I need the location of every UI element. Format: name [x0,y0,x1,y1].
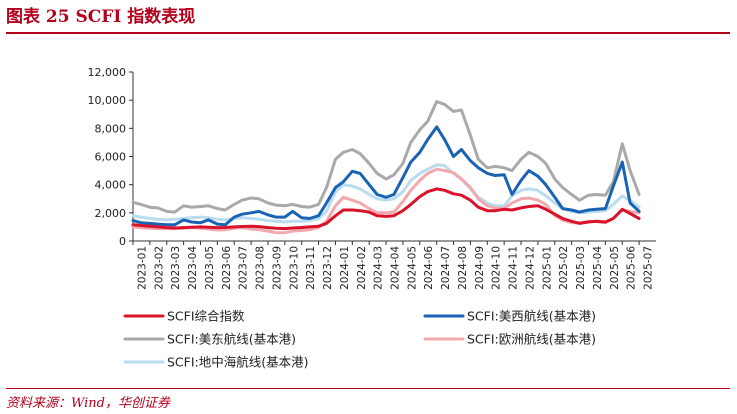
x-tick-label: 2023-10 [288,246,300,290]
y-tick-label: 4,000 [95,179,127,192]
x-tick-label: 2024-02 [356,246,368,290]
x-tick-label: 2025-03 [575,246,587,290]
legend-label: SCFI:美东航线(基本港) [167,332,296,347]
figure-title: 图表 25 SCFI 指数表现 [6,7,196,27]
x-tick-label: 2024-08 [457,246,469,290]
x-tick-label: 2024-04 [390,246,402,290]
series-line-usw [131,125,641,227]
legend-item-med: SCFI:地中海航线(基本港) [123,355,309,370]
x-tick-label: 2025-05 [609,246,621,290]
x-tick-label: 2023-09 [271,246,283,290]
series-lines [131,100,641,235]
series-line-med [131,163,641,224]
legend: SCFI综合指数 SCFI:美西航线(基本港) SCFI:美东航线(基本港) SCFI… [123,309,596,370]
legend-label: SCFI:地中海航线(基本港) [167,355,309,370]
legend-item-eu: SCFI:欧洲航线(基本港) [423,332,596,347]
y-axis: 0 2,000 4,000 6,000 8,000 10,000 12,000 [88,66,134,248]
legend-label: SCFI:欧洲航线(基本港) [467,332,596,347]
legend-label: SCFI:美西航线(基本港) [467,309,596,324]
x-tick-label: 2024-06 [423,246,435,290]
x-tick-label: 2024-01 [339,246,351,290]
series-line-use [131,100,641,214]
series-line-composite [131,187,641,231]
x-tick-label: 2024-11 [508,246,520,290]
x-tick-label: 2025-07 [643,246,655,290]
figure-footer: 资料来源：Wind，华创证券 [6,388,730,411]
x-tick-label: 2023-07 [238,246,250,290]
x-tick-label: 2023-02 [153,246,165,290]
x-tick-label: 2025-02 [558,246,570,290]
x-tick-label: 2023-01 [136,246,148,290]
y-tick-label: 8,000 [95,122,127,135]
y-tick-label: 12,000 [88,66,127,79]
x-tick-label: 2024-12 [524,246,536,290]
x-tick-label: 2023-12 [322,246,334,290]
y-tick-label: 6,000 [95,151,127,164]
legend-item-usw: SCFI:美西航线(基本港) [423,309,596,324]
y-tick-label: 2,000 [95,207,127,220]
x-tick-label: 2024-07 [440,246,452,290]
y-tick-label: 10,000 [88,94,127,107]
x-tick-label: 2023-05 [204,246,216,290]
legend-label: SCFI综合指数 [167,309,245,324]
y-tick-label: 0 [119,235,126,248]
x-axis: 2023-01 2023-02 2023-03 2023-04 2023-05 2023-… [132,240,656,290]
source-note: 资料来源：Wind，华创证券 [6,396,170,411]
x-tick-label: 2025-01 [541,246,553,290]
legend-item-use: SCFI:美东航线(基本港) [123,332,296,347]
x-tick-label: 2024-05 [406,246,418,290]
x-tick-label: 2025-04 [592,246,604,290]
x-tick-label: 2023-06 [221,246,233,290]
x-tick-label: 2024-03 [373,246,385,290]
x-tick-label: 2023-04 [187,246,199,290]
x-tick-label: 2023-11 [305,246,317,290]
x-tick-label: 2023-08 [255,246,267,290]
x-tick-label: 2023-03 [170,246,182,290]
legend-item-composite: SCFI综合指数 [123,309,245,324]
x-tick-label: 2025-06 [626,246,638,290]
x-tick-label: 2024-10 [491,246,503,290]
figure-header: 图表 25 SCFI 指数表现 [6,6,730,34]
x-tick-label: 2024-09 [474,246,486,290]
